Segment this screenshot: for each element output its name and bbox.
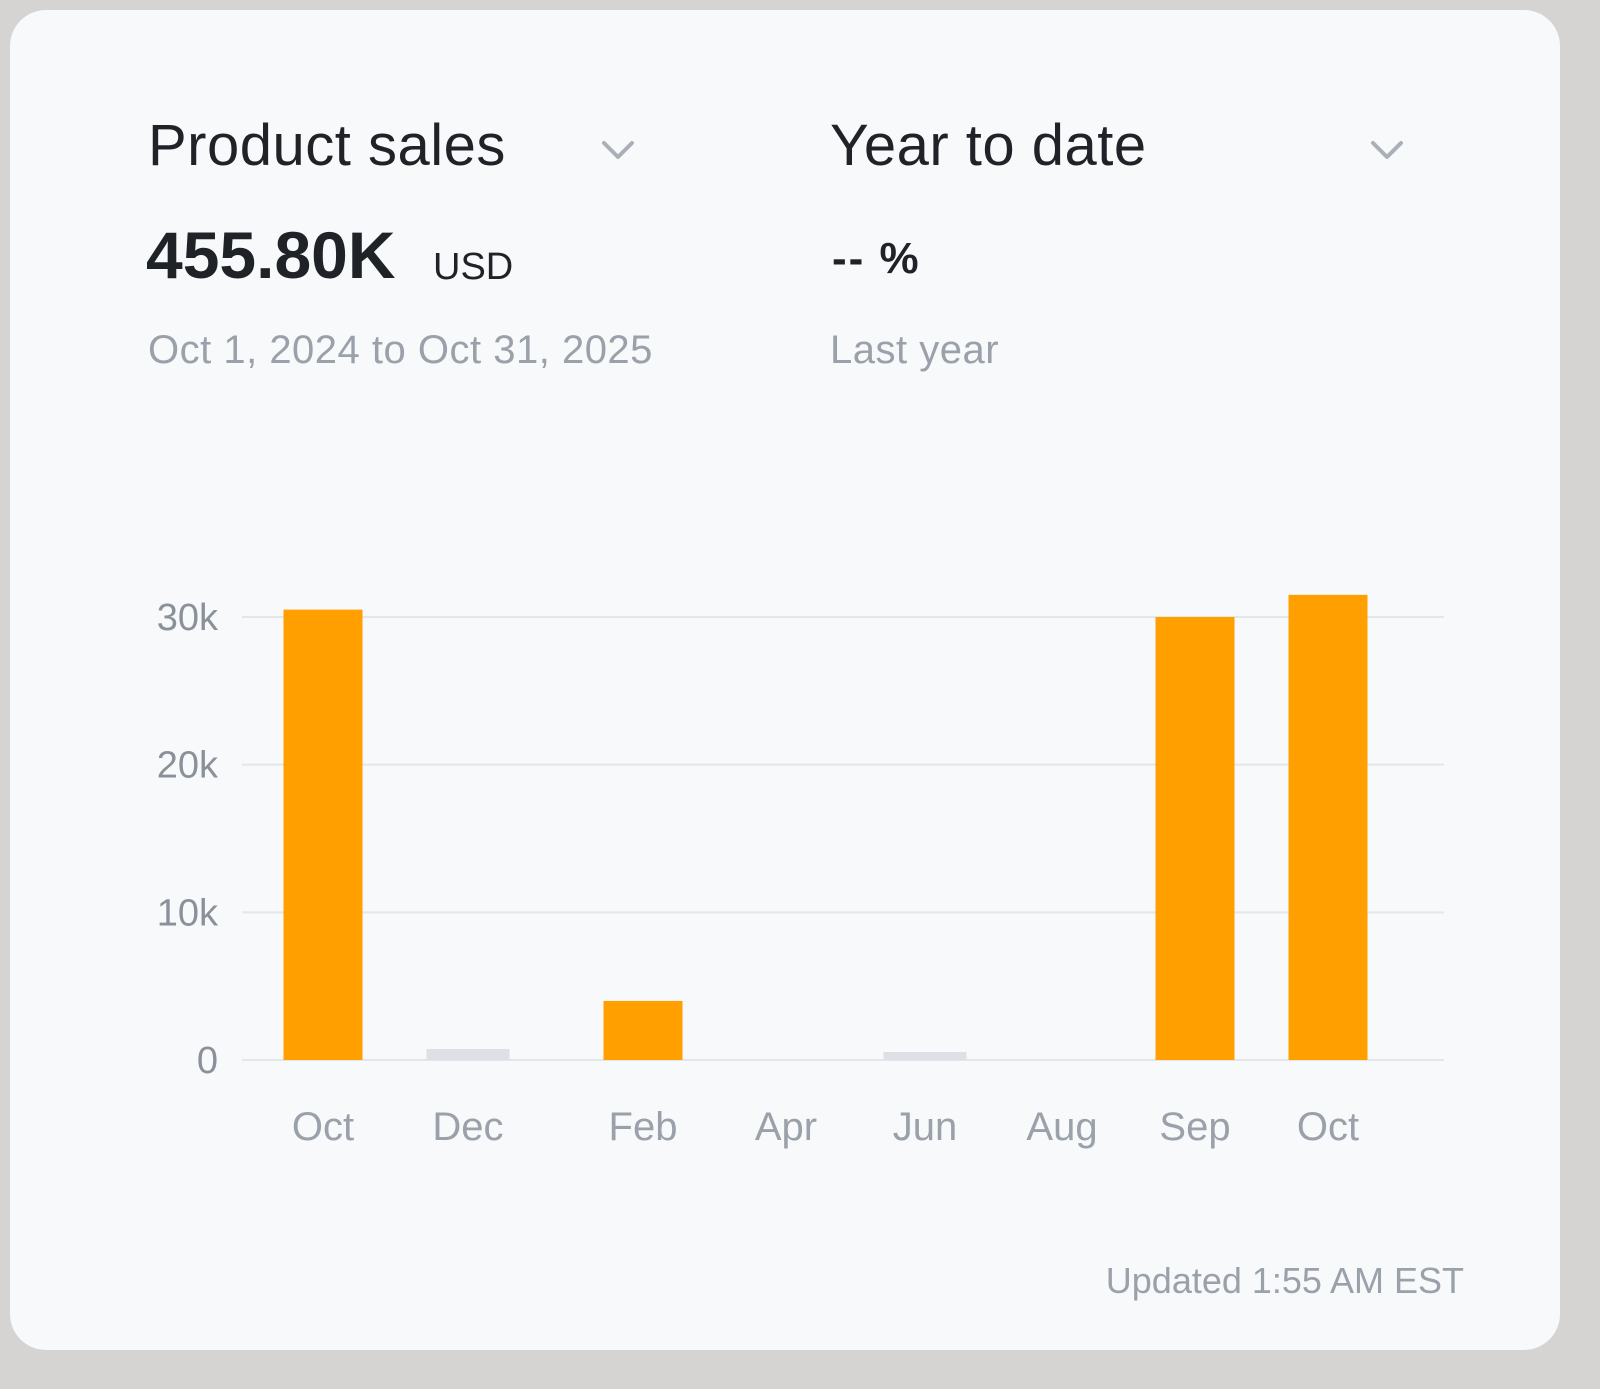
- x-tick-label: Feb: [609, 1105, 678, 1149]
- x-tick-label: Aug: [1026, 1105, 1097, 1149]
- metric-selector-label: Product sales: [148, 112, 506, 178]
- x-tick-label: Oct: [1297, 1105, 1359, 1149]
- bar[interactable]: [283, 609, 363, 1060]
- currency-unit: USD: [433, 246, 514, 288]
- x-tick-label: Dec: [432, 1105, 503, 1149]
- y-tick-label: 0: [197, 1040, 218, 1082]
- updated-timestamp: Updated 1:55 AM EST: [1105, 1260, 1464, 1301]
- bar[interactable]: [883, 1052, 967, 1060]
- total-sales-value: 455.80K: [146, 218, 396, 292]
- y-tick-label: 20k: [157, 745, 219, 787]
- period-selector-label: Year to date: [830, 112, 1147, 178]
- x-tick-label: Sep: [1159, 1105, 1230, 1149]
- chevron-down-icon: [1371, 141, 1403, 159]
- metric-selector[interactable]: Product sales: [148, 110, 648, 180]
- comparison-label: Last year: [830, 328, 1000, 372]
- period-selector[interactable]: Year to date: [830, 110, 1420, 180]
- chevron-down-icon: [602, 141, 634, 159]
- date-range: Oct 1, 2024 to Oct 31, 2025: [148, 328, 653, 372]
- x-tick-label: Apr: [755, 1105, 817, 1149]
- y-tick-label: 10k: [157, 892, 219, 934]
- sales-bar-chart: 0 10k 20k 30k Oct Dec Feb Apr Jun Aug Sep Oct: [157, 594, 1444, 1149]
- comparison-percent: -- %: [832, 234, 921, 283]
- bar[interactable]: [603, 1000, 683, 1060]
- sales-card: Product sales Year to date 455.80K USD -…: [10, 10, 1560, 1350]
- bar[interactable]: [426, 1049, 510, 1060]
- y-tick-label: 30k: [157, 597, 219, 639]
- x-tick-label: Jun: [893, 1105, 958, 1149]
- bar[interactable]: [1288, 594, 1368, 1060]
- x-tick-label: Oct: [292, 1105, 354, 1149]
- bar[interactable]: [1155, 617, 1235, 1060]
